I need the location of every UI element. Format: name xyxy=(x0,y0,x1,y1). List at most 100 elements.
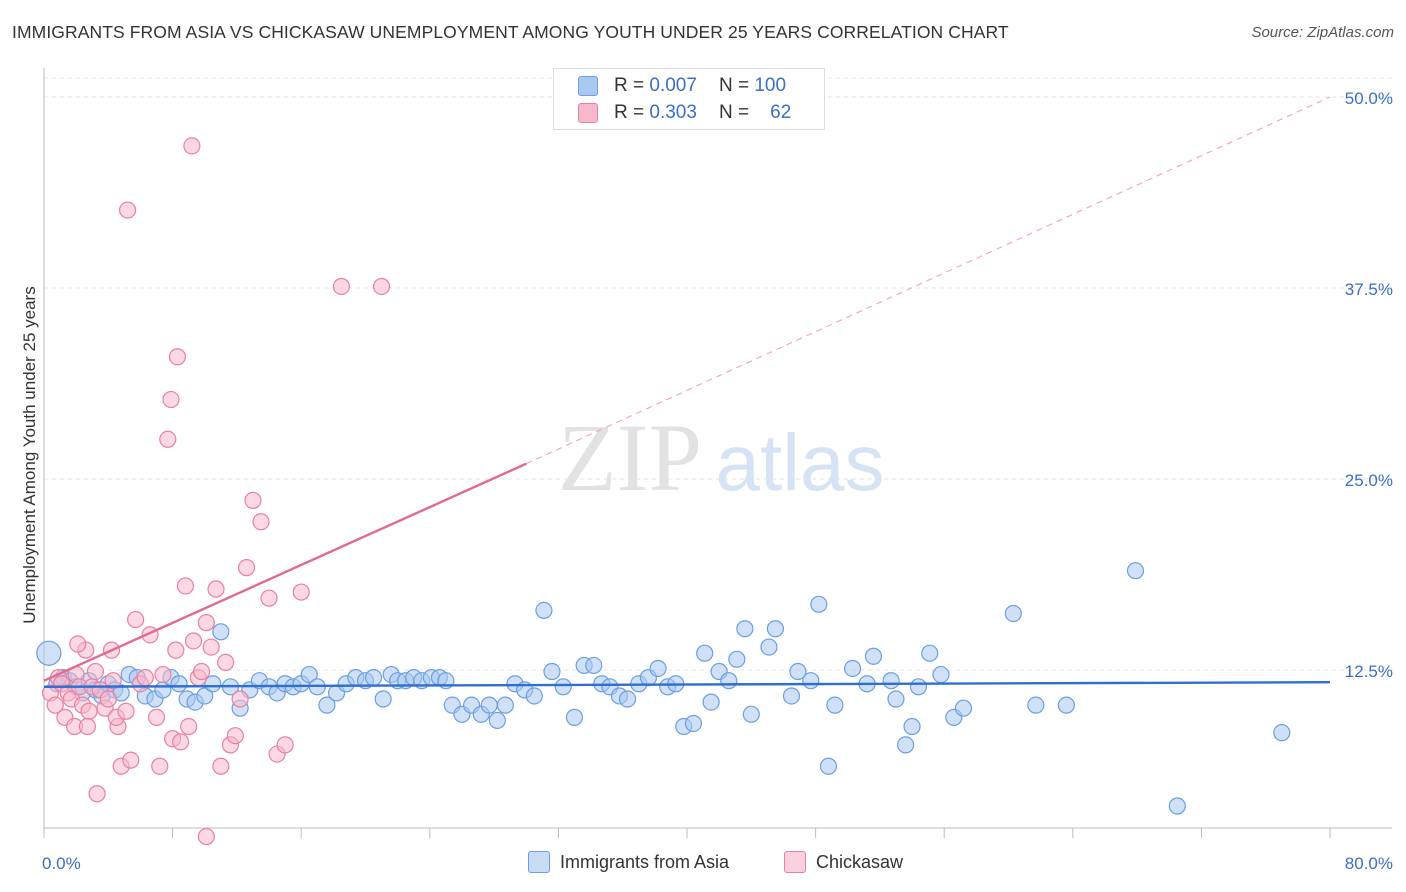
point-asia xyxy=(702,693,720,711)
point-asia xyxy=(480,696,498,714)
point-asia xyxy=(843,659,862,678)
bottom-legend-chickasaw: Chickasaw xyxy=(784,851,903,873)
point-asia xyxy=(300,665,318,684)
x-tick-label: 80.0% xyxy=(1345,854,1393,873)
point-chickasaw xyxy=(78,717,97,736)
point-chickasaw xyxy=(202,638,220,656)
point-asia xyxy=(1057,696,1075,714)
point-chickasaw xyxy=(147,708,166,726)
point-asia xyxy=(819,757,838,775)
point-asia xyxy=(649,659,667,678)
point-asia xyxy=(318,696,336,714)
y-tick-label: 50.0% xyxy=(1345,89,1393,108)
point-chickasaw xyxy=(244,491,262,509)
point-asia xyxy=(742,705,760,723)
point-asia xyxy=(1273,724,1291,742)
data-points xyxy=(36,137,1291,846)
point-asia xyxy=(196,687,214,705)
point-asia xyxy=(864,647,883,665)
y-axis-label: Unemployment Among Youth under 25 years xyxy=(20,286,39,624)
point-asia xyxy=(496,696,514,714)
grid-lines xyxy=(44,77,1392,671)
point-chickasaw xyxy=(192,662,211,681)
point-asia xyxy=(903,717,921,736)
bottom-legend-label-chickasaw: Chickasaw xyxy=(816,851,904,872)
point-asia xyxy=(488,711,506,730)
bottom-legend-asia: Immigrants from Asia xyxy=(528,851,729,873)
point-asia xyxy=(618,690,637,708)
point-chickasaw xyxy=(151,757,169,775)
point-asia xyxy=(826,696,844,714)
trend-line-chickasaw xyxy=(43,462,527,682)
legend-r-label: R = xyxy=(614,102,645,123)
point-asia xyxy=(36,640,62,666)
point-asia xyxy=(921,644,939,662)
point-asia xyxy=(1126,562,1145,580)
bottom-legend-swatch-chickasaw xyxy=(784,851,806,873)
point-chickasaw xyxy=(332,277,350,296)
point-asia xyxy=(1027,696,1045,714)
chart-source: Source: ZipAtlas.com xyxy=(1251,24,1394,41)
point-asia xyxy=(585,656,603,675)
point-chickasaw xyxy=(183,137,201,155)
point-chickasaw xyxy=(99,690,117,708)
point-chickasaw xyxy=(136,669,154,687)
point-asia xyxy=(810,595,828,613)
point-chickasaw xyxy=(127,610,145,629)
point-asia xyxy=(696,644,714,662)
point-asia xyxy=(554,678,572,696)
y-tick-label: 12.5% xyxy=(1345,662,1393,681)
point-chickasaw xyxy=(197,827,215,846)
correlation-legend: R = 0.007 N = 100 R = 0.303 N = 62 xyxy=(553,68,825,130)
point-chickasaw xyxy=(252,513,270,531)
chart-title: IMMIGRANTS FROM ASIA VS CHICKASAW UNEMPL… xyxy=(12,22,1009,42)
legend-n-value: 62 xyxy=(770,102,792,123)
point-chickasaw xyxy=(184,632,203,650)
point-asia xyxy=(882,672,900,690)
axes xyxy=(43,68,1392,838)
tick-labels: 12.5% 25.0% 37.5% 50.0% 0.0% 80.0% xyxy=(42,89,1393,873)
point-asia xyxy=(364,669,383,687)
legend-row-chickasaw: R = 0.303 N = 62 xyxy=(578,100,791,126)
point-chickasaw xyxy=(197,614,215,632)
point-chickasaw xyxy=(226,727,244,745)
point-chickasaw xyxy=(86,662,105,681)
point-asia xyxy=(897,736,915,754)
point-chickasaw xyxy=(231,690,249,708)
point-asia xyxy=(543,662,561,681)
legend-r-value: 0.303 xyxy=(649,102,697,123)
legend-r-label: R = xyxy=(614,75,645,96)
point-chickasaw xyxy=(46,696,64,714)
point-chickasaw xyxy=(292,583,310,601)
legend-r-value: 0.007 xyxy=(649,75,697,96)
point-chickasaw xyxy=(176,577,195,595)
y-tick-label: 25.0% xyxy=(1345,471,1393,490)
point-asia xyxy=(212,623,230,641)
watermark: ZIP atlas xyxy=(558,404,884,511)
point-chickasaw xyxy=(80,702,98,720)
point-chickasaw xyxy=(167,641,185,659)
point-asia xyxy=(736,620,754,638)
point-chickasaw xyxy=(276,736,294,754)
legend-n-label: N = xyxy=(718,102,750,123)
point-asia xyxy=(954,699,973,717)
point-asia xyxy=(374,690,392,708)
trend-line-asia xyxy=(43,681,1331,689)
point-asia xyxy=(525,687,543,705)
point-chickasaw xyxy=(172,733,190,751)
point-chickasaw xyxy=(162,390,180,409)
point-asia xyxy=(204,675,222,693)
x-tick-label: 0.0% xyxy=(42,854,81,873)
point-asia xyxy=(1004,604,1022,623)
point-chickasaw xyxy=(118,201,137,219)
point-asia xyxy=(170,675,188,693)
point-chickasaw xyxy=(372,277,391,296)
point-chickasaw xyxy=(154,665,172,684)
point-asia xyxy=(684,714,703,733)
point-chickasaw xyxy=(69,635,87,653)
bottom-legend-swatch-asia xyxy=(528,851,550,873)
point-asia xyxy=(728,650,746,668)
legend-n-label: N = xyxy=(718,75,750,96)
point-chickasaw xyxy=(117,702,135,720)
